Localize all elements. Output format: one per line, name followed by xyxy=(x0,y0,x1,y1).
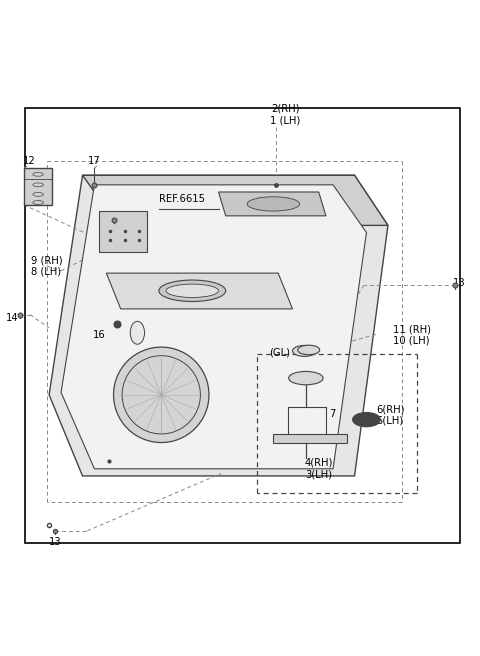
Ellipse shape xyxy=(247,197,300,211)
Text: REF.6615: REF.6615 xyxy=(159,194,205,204)
Ellipse shape xyxy=(353,413,380,427)
Text: 14: 14 xyxy=(6,314,18,323)
Polygon shape xyxy=(218,192,326,216)
Text: 6(RH)
5(LH): 6(RH) 5(LH) xyxy=(376,404,405,426)
Text: 13: 13 xyxy=(48,537,61,547)
Text: 15: 15 xyxy=(109,216,121,226)
Polygon shape xyxy=(99,211,147,252)
Polygon shape xyxy=(24,168,52,205)
Text: 9 (RH)
8 (LH): 9 (RH) 8 (LH) xyxy=(31,255,62,277)
Text: 2(RH)
1 (LH): 2(RH) 1 (LH) xyxy=(270,104,300,125)
Polygon shape xyxy=(49,175,388,476)
Ellipse shape xyxy=(159,280,226,302)
Text: 7: 7 xyxy=(329,409,336,419)
Bar xyxy=(274,434,348,443)
Polygon shape xyxy=(61,185,366,469)
Polygon shape xyxy=(83,175,388,226)
Ellipse shape xyxy=(130,321,144,344)
Ellipse shape xyxy=(166,284,218,297)
Text: 17: 17 xyxy=(88,155,101,166)
Ellipse shape xyxy=(292,346,316,356)
Text: 16: 16 xyxy=(93,331,106,340)
Polygon shape xyxy=(107,273,292,309)
Text: 12: 12 xyxy=(23,155,36,166)
Text: 13: 13 xyxy=(453,277,466,288)
Circle shape xyxy=(114,347,209,443)
Ellipse shape xyxy=(298,345,320,355)
Ellipse shape xyxy=(288,371,323,385)
Text: 4(RH)
3(LH): 4(RH) 3(LH) xyxy=(304,458,333,480)
Text: (GL): (GL) xyxy=(269,348,289,358)
Text: 11 (RH)
10 (LH): 11 (RH) 10 (LH) xyxy=(393,324,431,346)
